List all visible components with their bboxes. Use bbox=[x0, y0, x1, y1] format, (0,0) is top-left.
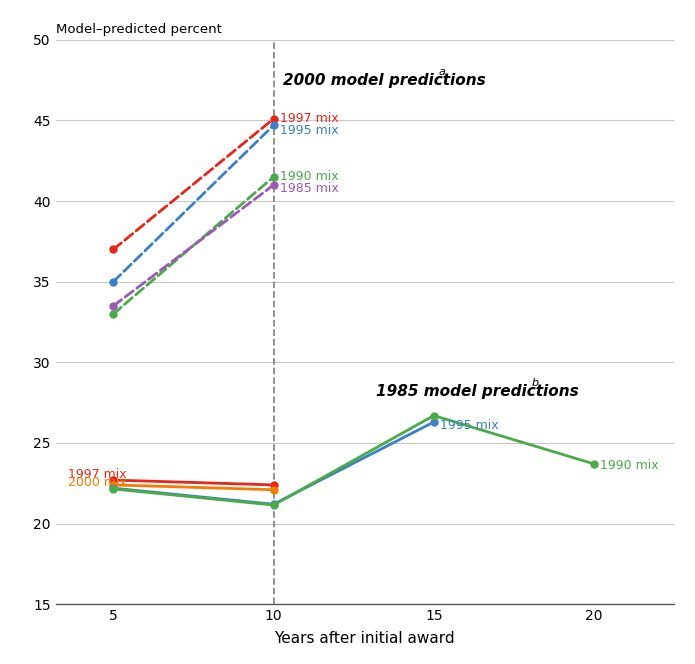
Text: 2000 model predictions: 2000 model predictions bbox=[283, 72, 491, 88]
Text: Model–predicted percent: Model–predicted percent bbox=[56, 23, 222, 37]
Text: a: a bbox=[439, 67, 445, 77]
Text: 1985 model predictions: 1985 model predictions bbox=[376, 384, 584, 399]
Text: 2000 mix: 2000 mix bbox=[68, 476, 127, 489]
Text: 1997 mix: 1997 mix bbox=[68, 468, 127, 481]
Text: 1997 mix: 1997 mix bbox=[280, 112, 338, 125]
Text: 1985 mix: 1985 mix bbox=[280, 182, 338, 195]
Text: 1995 mix: 1995 mix bbox=[440, 419, 499, 432]
Text: b: b bbox=[532, 378, 539, 388]
Text: 1990 mix: 1990 mix bbox=[600, 459, 659, 472]
X-axis label: Years after initial award: Years after initial award bbox=[275, 631, 455, 647]
Text: 1990 mix: 1990 mix bbox=[280, 171, 338, 183]
Text: 1995 mix: 1995 mix bbox=[280, 124, 338, 137]
